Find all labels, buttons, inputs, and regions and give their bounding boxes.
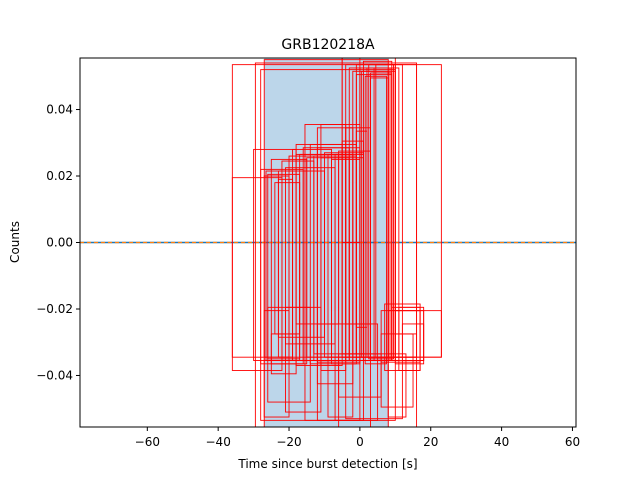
data-box (401, 323, 425, 361)
data-box (398, 306, 421, 371)
data-box (355, 130, 368, 328)
data-box (285, 167, 336, 345)
x-tick-label: 40 (494, 435, 509, 449)
data-box (295, 153, 340, 325)
y-tick-label: −0.04 (36, 368, 73, 382)
data-box (387, 353, 407, 418)
x-axis-label: Time since burst detection [s] (237, 457, 417, 471)
data-box (345, 127, 371, 325)
data-box (373, 67, 391, 361)
y-axis-label: Counts (8, 221, 22, 263)
y-tick-label: 0.02 (46, 169, 73, 183)
x-tick-label: −20 (276, 435, 301, 449)
y-tick-label: 0.00 (46, 236, 73, 250)
x-tick-label: −60 (135, 435, 160, 449)
x-tick-label: 60 (565, 435, 580, 449)
x-tick-label: −40 (206, 435, 231, 449)
x-tick-label: 20 (423, 435, 438, 449)
data-box (387, 310, 442, 358)
y-tick-label: −0.02 (36, 302, 73, 316)
y-tick-label: 0.04 (46, 103, 73, 117)
data-box (277, 170, 325, 338)
axes-layer: −60 −40 −20 0 20 40 60 −0.04 −0.02 0.00 0.02 0.04 (36, 57, 580, 449)
chart-title: GRB120218A (281, 37, 375, 53)
x-tick-label: 0 (356, 435, 364, 449)
data-box (263, 310, 290, 418)
